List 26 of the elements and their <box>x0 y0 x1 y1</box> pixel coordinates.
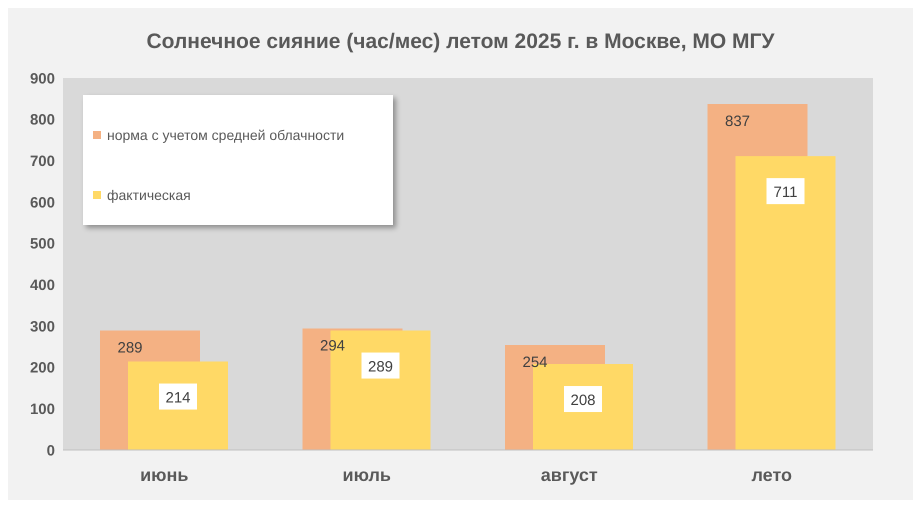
y-tick-label: 500 <box>30 236 55 253</box>
y-tick-label: 400 <box>30 276 55 294</box>
data-label: 289 <box>117 340 143 357</box>
x-tick-label: июнь <box>140 464 188 485</box>
chart-title: Солнечное сияние (час/мес) летом 2025 г. в Москве, МО МГУ <box>146 30 776 54</box>
y-tick-label: 300 <box>30 318 55 336</box>
y-tick-label: 900 <box>30 70 55 88</box>
bar <box>736 156 836 450</box>
y-tick-label: 800 <box>30 112 55 129</box>
x-tick-label: июль <box>342 464 391 485</box>
y-tick-label: 600 <box>30 194 55 212</box>
x-tick-label: лето <box>751 464 792 485</box>
data-label: 214 <box>165 390 191 407</box>
y-tick-label: 100 <box>30 400 55 418</box>
x-tick-label: август <box>540 464 598 485</box>
data-label: 837 <box>724 113 750 130</box>
legend-label: норма с учетом средней облачности <box>107 127 344 143</box>
data-label: 254 <box>522 354 548 372</box>
data-label: 294 <box>320 337 346 354</box>
y-tick-label: 700 <box>30 152 55 170</box>
y-tick-label: 0 <box>46 442 55 460</box>
data-label: 711 <box>774 184 798 202</box>
y-tick-label: 200 <box>30 360 55 377</box>
legend-label: фактическая <box>107 187 191 203</box>
data-label: 289 <box>368 358 394 376</box>
data-label: 208 <box>570 392 596 410</box>
